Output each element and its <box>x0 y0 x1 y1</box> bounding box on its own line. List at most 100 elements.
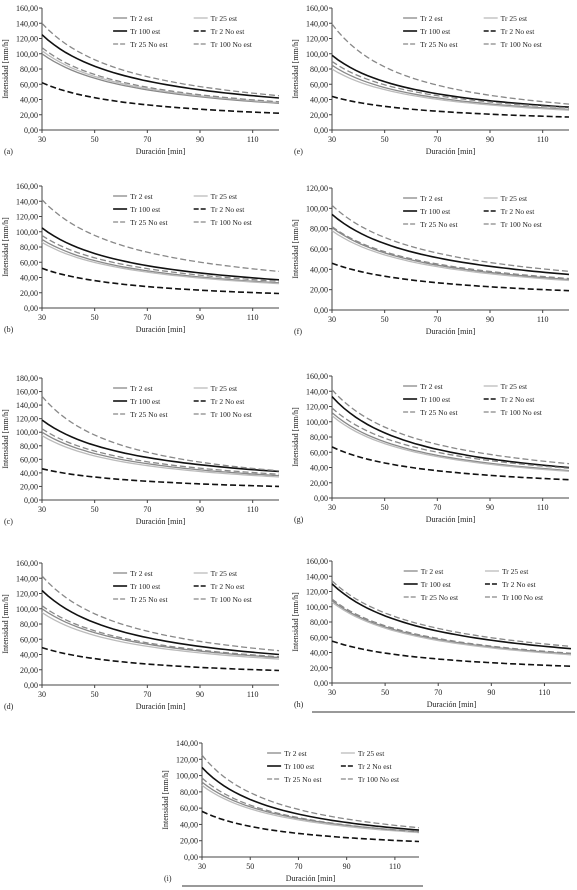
series-line-2 <box>331 68 570 111</box>
y-tick-label: 40,00 <box>20 96 38 105</box>
y-axis-title: Intensidad [mm/h] <box>291 219 300 279</box>
y-axis-title: Intensidad [mm/h] <box>1 409 10 469</box>
panel-label: (a) <box>4 147 13 156</box>
legend-label: Tr 2 est <box>130 14 154 23</box>
x-tick-label: 70 <box>434 688 442 697</box>
legend-label: Tr 25 est <box>211 569 238 578</box>
y-tick-label: 40,00 <box>310 96 328 105</box>
x-tick-label: 50 <box>381 135 389 144</box>
y-tick-label: 60,00 <box>310 80 328 89</box>
series-line-6 <box>201 754 420 829</box>
legend-label: Tr 100 No est <box>358 775 400 784</box>
y-tick-label: 60,00 <box>20 258 38 267</box>
series-line-3 <box>331 583 572 650</box>
x-tick-label: 70 <box>433 503 441 512</box>
panel-label: (b) <box>4 325 14 334</box>
x-tick-label: 110 <box>247 505 259 514</box>
y-tick-label: 20,00 <box>20 482 38 491</box>
x-tick-label: 90 <box>196 690 204 699</box>
series-line-3 <box>41 589 280 656</box>
x-tick-label: 70 <box>294 862 302 871</box>
panel-label: (h) <box>294 700 304 709</box>
series-line-4 <box>331 446 570 481</box>
x-tick-label: 30 <box>38 690 46 699</box>
y-tick-label: 0,00 <box>24 496 38 505</box>
y-tick-label: 0,00 <box>314 679 328 688</box>
series-line-5 <box>201 777 420 833</box>
x-tick-label: 110 <box>537 135 549 144</box>
legend-label: Tr 100 est <box>130 205 161 214</box>
series-line-4 <box>331 95 570 118</box>
x-axis-title: Duración [min] <box>426 147 476 156</box>
legend-label: Tr 25 No est <box>130 595 168 604</box>
series-line-3 <box>41 34 280 99</box>
legend-label: Tr 25 est <box>211 14 238 23</box>
panel-label: (f) <box>294 327 302 336</box>
series-line-6 <box>41 199 280 273</box>
x-tick-label: 90 <box>487 688 495 697</box>
y-tick-label: 160,00 <box>16 388 38 397</box>
x-tick-label: 110 <box>389 862 401 871</box>
y-tick-label: 80,00 <box>20 620 38 629</box>
y-tick-label: 100,00 <box>306 50 328 59</box>
legend-label: Tr 100 No est <box>211 40 253 49</box>
series-line-2 <box>41 612 280 660</box>
y-tick-label: 20,00 <box>20 111 38 120</box>
panel-label: (c) <box>4 517 13 526</box>
x-tick-label: 50 <box>381 688 389 697</box>
legend-label: Tr 25 No est <box>130 410 168 419</box>
legend-label: Tr 100 No est <box>211 595 253 604</box>
y-tick-label: 140,00 <box>306 387 328 396</box>
x-tick-label: 50 <box>246 862 254 871</box>
series-line-3 <box>201 766 420 831</box>
series-line-3 <box>41 419 280 473</box>
legend-label: Tr 2 No est <box>211 397 246 406</box>
y-tick-label: 0,00 <box>184 853 198 862</box>
x-axis-title: Duración [min] <box>136 702 186 711</box>
y-tick-label: 0,00 <box>314 126 328 135</box>
series-line-2 <box>331 601 572 656</box>
y-tick-label: 120,00 <box>16 415 38 424</box>
y-tick-label: 160,00 <box>306 557 328 566</box>
x-tick-label: 90 <box>486 135 494 144</box>
y-tick-label: 60,00 <box>20 455 38 464</box>
legend-label: Tr 2 est <box>130 384 154 393</box>
legend-label: Tr 2 No est <box>501 27 536 36</box>
y-tick-label: 100,00 <box>306 418 328 427</box>
y-tick-label: 160,00 <box>306 372 328 381</box>
x-tick-label: 90 <box>196 505 204 514</box>
y-tick-label: 60,00 <box>20 80 38 89</box>
y-tick-label: 80,00 <box>310 433 328 442</box>
series-line-5 <box>41 605 280 658</box>
x-axis-title: Duración [min] <box>286 874 336 883</box>
series-line-5 <box>331 598 572 654</box>
y-axis-title: Intensidad [mm/h] <box>291 592 300 652</box>
chart-panel-7: 0,00 20,00 40,00 60,00 80,00 100,00 120,00 140,… <box>291 372 570 524</box>
y-tick-label: 40,00 <box>20 651 38 660</box>
legend-label: Tr 2 est <box>421 567 445 576</box>
y-tick-label: 80,00 <box>180 788 198 797</box>
y-tick-label: 100,00 <box>16 50 38 59</box>
chart-panel-5: 0,00 20,00 40,00 60,00 80,00 100,00 120,00 140,… <box>291 4 570 156</box>
panel-label: (e) <box>294 147 303 156</box>
series-line-6 <box>41 22 280 97</box>
y-tick-label: 80,00 <box>310 618 328 627</box>
panel-label: (i) <box>164 874 172 883</box>
y-tick-label: 180,00 <box>16 374 38 383</box>
series-line-5 <box>41 428 280 475</box>
legend-label: Tr 2 No est <box>501 207 536 216</box>
legend-label: Tr 100 est <box>420 395 451 404</box>
x-tick-label: 110 <box>537 315 549 324</box>
x-tick-label: 70 <box>433 315 441 324</box>
y-tick-label: 120,00 <box>16 590 38 599</box>
series-line-2 <box>201 784 420 834</box>
y-tick-label: 20,00 <box>310 111 328 120</box>
y-tick-label: 40,00 <box>310 649 328 658</box>
x-tick-label: 70 <box>143 313 151 322</box>
legend-label: Tr 25 No est <box>420 40 458 49</box>
series-line-4 <box>41 81 280 114</box>
x-tick-label: 50 <box>91 505 99 514</box>
series-line-4 <box>201 810 420 843</box>
y-tick-label: 20,00 <box>310 664 328 673</box>
